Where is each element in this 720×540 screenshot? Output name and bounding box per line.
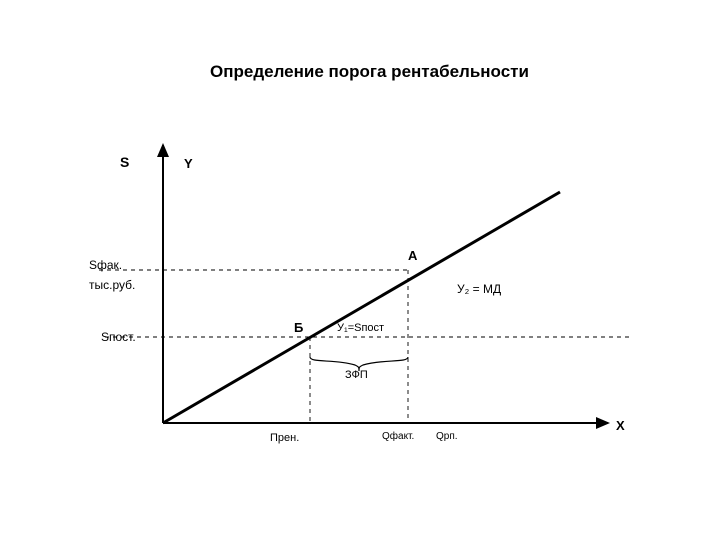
point-b-label: Б (294, 320, 303, 335)
point-a-label: А (408, 248, 417, 263)
label-tys: тыс.руб. (89, 278, 135, 292)
label-s: S (120, 154, 129, 170)
label-qrp: Qрп. (436, 432, 462, 443)
label-x: X (616, 418, 625, 433)
diagram-canvas: Определение порога рентабельности А Б S … (0, 0, 720, 540)
label-y: Y (184, 156, 193, 171)
label-sfak: Sфак. (89, 258, 122, 272)
label-qfakt: Qфакт. (382, 432, 416, 443)
label-zfp: ЗФП (345, 369, 368, 381)
label-u2: У₂ = МД (457, 282, 501, 296)
label-spost: Sпост. (101, 330, 136, 344)
label-u1: У₁=Sпост (337, 322, 393, 334)
label-pren: Прен. (270, 432, 299, 444)
main-line (163, 192, 560, 423)
